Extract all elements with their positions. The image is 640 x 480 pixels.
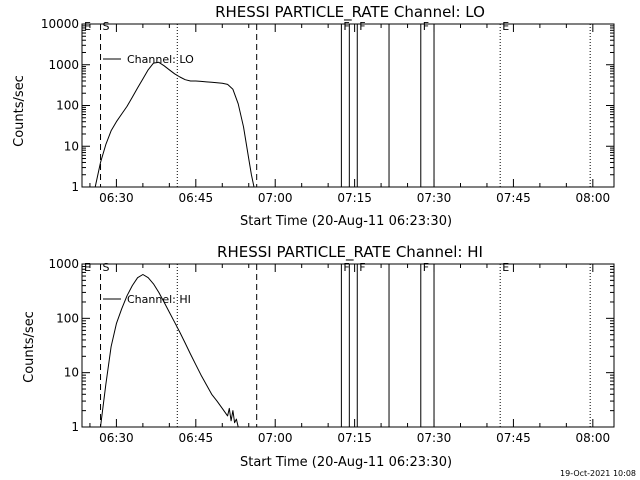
- flag-label-hi-6: F: [359, 261, 365, 274]
- y-tick-label-hi: 1000: [48, 257, 79, 271]
- plot-frame-hi: [81, 263, 615, 428]
- series-line-hi-0: [100, 274, 239, 428]
- x-tick-label-hi: 07:45: [496, 431, 531, 445]
- x-ticks-hi: 06:30 06:45 07:00 07:15 07:30 07:45 08:00: [89, 264, 611, 445]
- timestamp: 19-Oct-2021 10:08: [560, 469, 636, 478]
- legend-lo: Channel: LO: [103, 53, 194, 66]
- legend-label-hi: Channel: HI: [127, 293, 191, 306]
- flag-label-lo-6: F: [359, 20, 365, 33]
- x-tick-label-hi: 06:30: [99, 431, 134, 445]
- flag-label-hi-10: E: [502, 261, 509, 274]
- y-axis-label-lo: Counts/sec: [12, 75, 27, 147]
- y-tick-label-hi: 10: [64, 366, 79, 380]
- y-axis-label-hi: Counts/sec: [22, 311, 37, 383]
- flag-label-lo-1: S: [103, 20, 110, 33]
- y-tick-label-lo: 1: [71, 180, 79, 194]
- x-tick-label-hi: 07:15: [337, 431, 372, 445]
- flag-label-hi-1: S: [103, 261, 110, 274]
- flag-label-hi-4: F: [343, 261, 349, 274]
- x-tick-label-lo: 07:15: [337, 191, 372, 205]
- panel-lo: RHESSI PARTICLE_RATE Channel: LO Counts/…: [12, 3, 615, 229]
- x-tick-label-lo: 06:30: [99, 191, 134, 205]
- x-tick-label-lo: 07:45: [496, 191, 531, 205]
- series-hi: [100, 274, 239, 428]
- x-tick-label-hi: 07:00: [258, 431, 293, 445]
- x-tick-label-hi: 06:45: [179, 431, 214, 445]
- y-tick-label-lo: 100: [56, 99, 79, 113]
- x-tick-label-lo: 07:00: [258, 191, 293, 205]
- x-ticks-lo: 06:30 06:45 07:00 07:15 07:30 07:45 08:00: [89, 24, 611, 205]
- y-ticks-hi: 1 10 100 1000: [48, 257, 614, 434]
- flag-label-lo-8: F: [423, 20, 429, 33]
- flag-label-lo-10: E: [502, 20, 509, 33]
- legend-hi: Channel: HI: [103, 293, 191, 306]
- plot-frame-lo: [81, 23, 615, 188]
- x-tick-label-lo: 06:45: [179, 191, 214, 205]
- flag-label-hi-0: E: [84, 261, 91, 274]
- chart-title-lo: RHESSI PARTICLE_RATE Channel: LO: [215, 3, 485, 22]
- y-ticks-lo: 1 10 100 1000 10000: [41, 17, 614, 194]
- flag-label-hi-8: F: [423, 261, 429, 274]
- y-tick-label-hi: 1: [71, 420, 79, 434]
- x-tick-label-hi: 08:00: [576, 431, 611, 445]
- y-tick-label-lo: 10000: [41, 17, 79, 31]
- x-axis-label-hi: Start Time (20-Aug-11 06:23:30): [240, 455, 452, 470]
- series-lo: [94, 61, 255, 188]
- panel-hi: RHESSI PARTICLE_RATE Channel: HI Counts/…: [22, 243, 615, 470]
- x-tick-label-hi: 07:30: [417, 431, 452, 445]
- flag-label-lo-0: E: [84, 20, 91, 33]
- chart-title-hi: RHESSI PARTICLE_RATE Channel: HI: [217, 243, 483, 262]
- y-tick-label-lo: 1000: [48, 58, 79, 72]
- flag-label-lo-4: F: [343, 20, 349, 33]
- y-tick-label-hi: 100: [56, 311, 79, 325]
- series-line-lo-0: [94, 61, 255, 188]
- x-tick-label-lo: 07:30: [417, 191, 452, 205]
- legend-label-lo: Channel: LO: [127, 53, 194, 66]
- x-axis-label-lo: Start Time (20-Aug-11 06:23:30): [240, 214, 452, 229]
- y-tick-label-lo: 10: [64, 139, 79, 153]
- x-tick-label-lo: 08:00: [576, 191, 611, 205]
